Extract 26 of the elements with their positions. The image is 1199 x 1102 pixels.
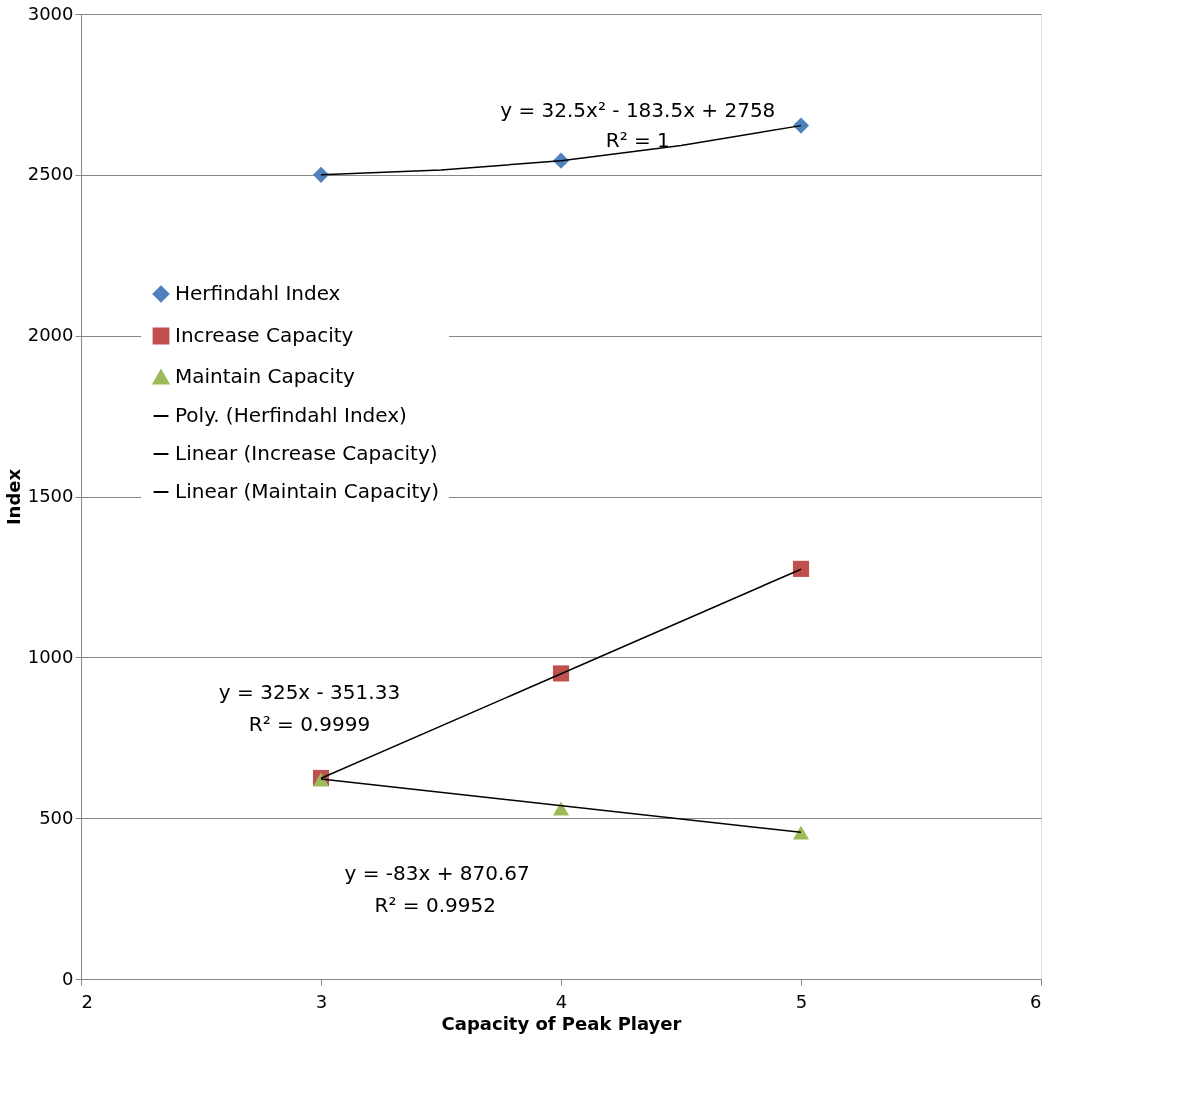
legend-label: Herfindahl Index xyxy=(175,281,341,305)
legend-label: Maintain Capacity xyxy=(175,364,355,388)
y-axis-title: Index xyxy=(2,468,24,526)
annotation: R² = 0.9999 xyxy=(248,712,371,737)
y-tick-label: 1000 xyxy=(27,645,74,667)
y-tick-label: 2000 xyxy=(27,324,74,346)
legend-label: Linear (Maintain Capacity) xyxy=(175,479,439,503)
annotation: R² = 1 xyxy=(605,128,670,153)
x-tick-label: 2 xyxy=(81,990,93,1012)
annotation: y = -83x + 870.67 xyxy=(344,860,530,885)
annotation: y = 325x - 351.33 xyxy=(218,680,401,705)
annotation: R² = 0.9952 xyxy=(374,892,496,917)
x-axis-title: Capacity of Peak Player xyxy=(441,1012,682,1034)
y-tick-label: 3000 xyxy=(27,2,74,24)
x-tick-label: 6 xyxy=(1030,990,1042,1012)
y-tick-label: 0 xyxy=(62,967,74,989)
y-tick-label: 1500 xyxy=(27,485,74,506)
legend-label: Poly. (Herfindahl Index) xyxy=(175,403,407,427)
legend-label: Linear (Increase Capacity) xyxy=(175,441,438,465)
x-tick-label: 5 xyxy=(795,990,808,1012)
x-tick-label: 3 xyxy=(315,990,328,1012)
legend-label: Increase Capacity xyxy=(175,323,354,347)
y-tick-label: 2500 xyxy=(27,163,74,185)
x-tick-label: 4 xyxy=(555,990,568,1012)
annotation: y = 32.5x² - 183.5x + 2758 xyxy=(500,98,776,123)
y-tick-label: 500 xyxy=(39,806,74,828)
